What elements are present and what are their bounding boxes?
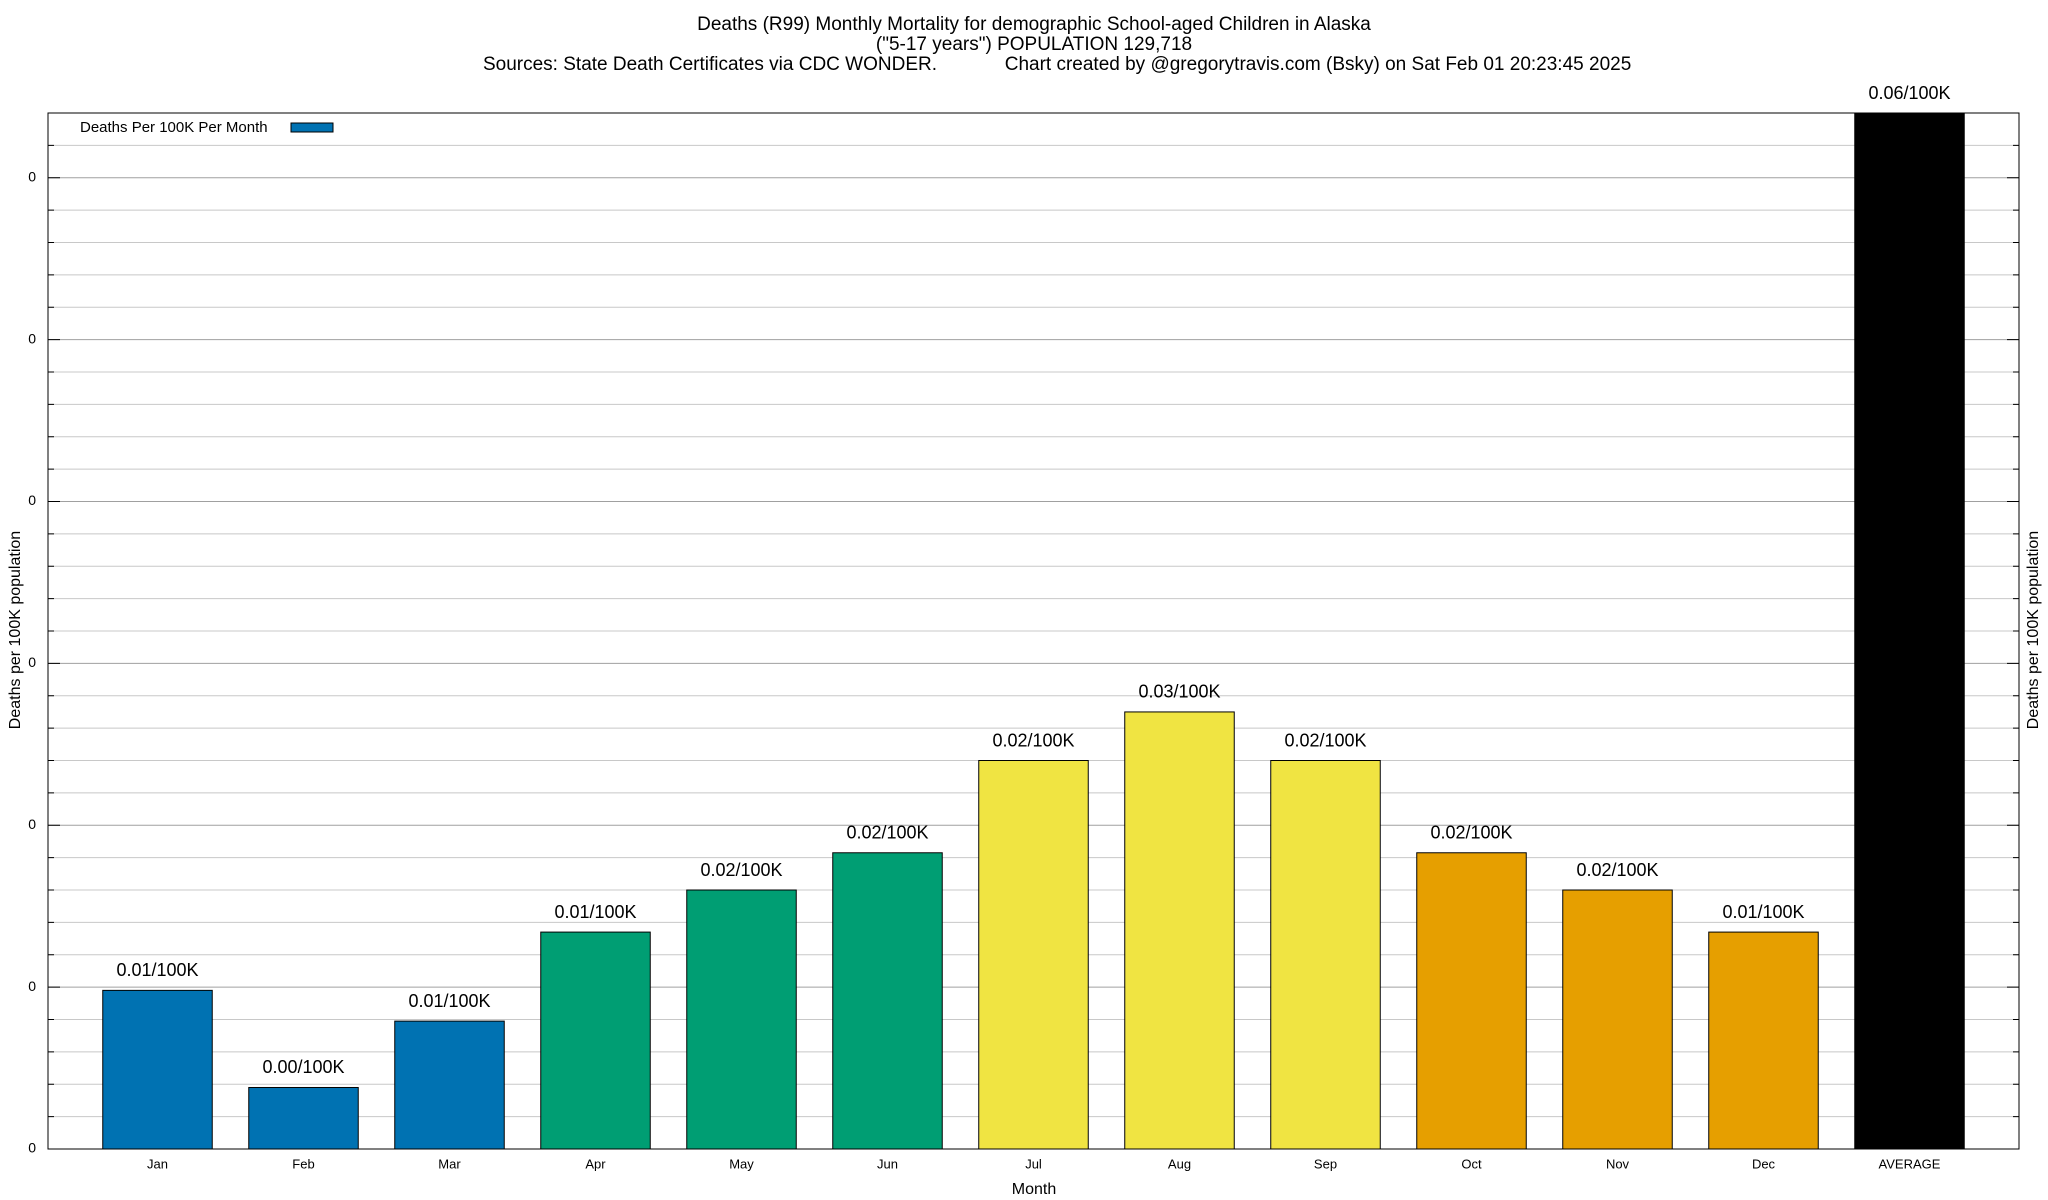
- bar: [248, 1086, 359, 1150]
- value-label: 0.01/100K: [554, 902, 636, 922]
- x-axis-label: Month: [1012, 1181, 1056, 1198]
- value-label: 0.01/100K: [116, 960, 198, 980]
- value-label: 0.02/100K: [1576, 860, 1658, 880]
- x-tick-label: Jan: [147, 1156, 168, 1171]
- legend-swatch: [290, 122, 334, 133]
- y-tick-label: 0: [28, 816, 36, 832]
- value-label: 0.01/100K: [408, 991, 490, 1011]
- y2-axis-label: Deaths per 100K population: [2025, 531, 2042, 729]
- y-tick-label: 0: [28, 1140, 36, 1156]
- source-note: Sources: State Death Certificates via CD…: [483, 54, 937, 75]
- y-tick-label: 0: [28, 492, 36, 508]
- y-tick-label: 0: [28, 330, 36, 346]
- bar: [1562, 889, 1673, 1150]
- value-label: 0.03/100K: [1138, 682, 1220, 702]
- bar: [978, 760, 1089, 1150]
- value-label: 0.01/100K: [1722, 902, 1804, 922]
- x-tick-label: Sep: [1314, 1156, 1337, 1171]
- bar: [1416, 852, 1527, 1150]
- bar: [686, 889, 797, 1150]
- y-axis-label: Deaths per 100K population: [7, 531, 24, 729]
- value-label: 0.02/100K: [700, 860, 782, 880]
- bar: [540, 931, 651, 1150]
- value-label: 0.00/100K: [262, 1057, 344, 1077]
- x-tick-label: Aug: [1168, 1156, 1191, 1171]
- bar: [1124, 711, 1235, 1150]
- x-tick-label: Nov: [1606, 1156, 1630, 1171]
- x-tick-label: May: [729, 1156, 754, 1171]
- y-tick-label: 0: [28, 978, 36, 994]
- chart-subtitle: ("5-17 years") POPULATION 129,718: [876, 34, 1192, 55]
- x-tick-label: Jun: [877, 1156, 898, 1171]
- x-tick-label: AVERAGE: [1879, 1156, 1941, 1171]
- bar: [832, 852, 943, 1150]
- bar: [102, 989, 213, 1150]
- value-label: 0.06/100K: [1868, 83, 1950, 103]
- x-tick-label: Mar: [438, 1156, 461, 1171]
- bar: [1854, 112, 1965, 1150]
- plot-frame: [47, 112, 2020, 1150]
- y-tick-label: 0: [28, 654, 36, 670]
- bar: [394, 1020, 505, 1150]
- credit-note: Chart created by @gregorytravis.com (Bsk…: [1005, 54, 1632, 75]
- y-tick-label: 0: [28, 168, 36, 184]
- value-label: 0.02/100K: [992, 730, 1074, 750]
- legend-label: Deaths Per 100K Per Month: [80, 119, 268, 136]
- x-tick-label: Feb: [292, 1156, 314, 1171]
- x-tick-label: Apr: [585, 1156, 606, 1171]
- x-tick-label: Oct: [1461, 1156, 1482, 1171]
- value-label: 0.02/100K: [1430, 823, 1512, 843]
- chart-title: Deaths (R99) Monthly Mortality for demog…: [697, 14, 1371, 35]
- bar: [1270, 760, 1381, 1150]
- x-tick-label: Dec: [1752, 1156, 1776, 1171]
- value-label: 0.02/100K: [846, 823, 928, 843]
- bar: [1708, 931, 1819, 1150]
- x-tick-label: Jul: [1025, 1156, 1042, 1171]
- value-label: 0.02/100K: [1284, 730, 1366, 750]
